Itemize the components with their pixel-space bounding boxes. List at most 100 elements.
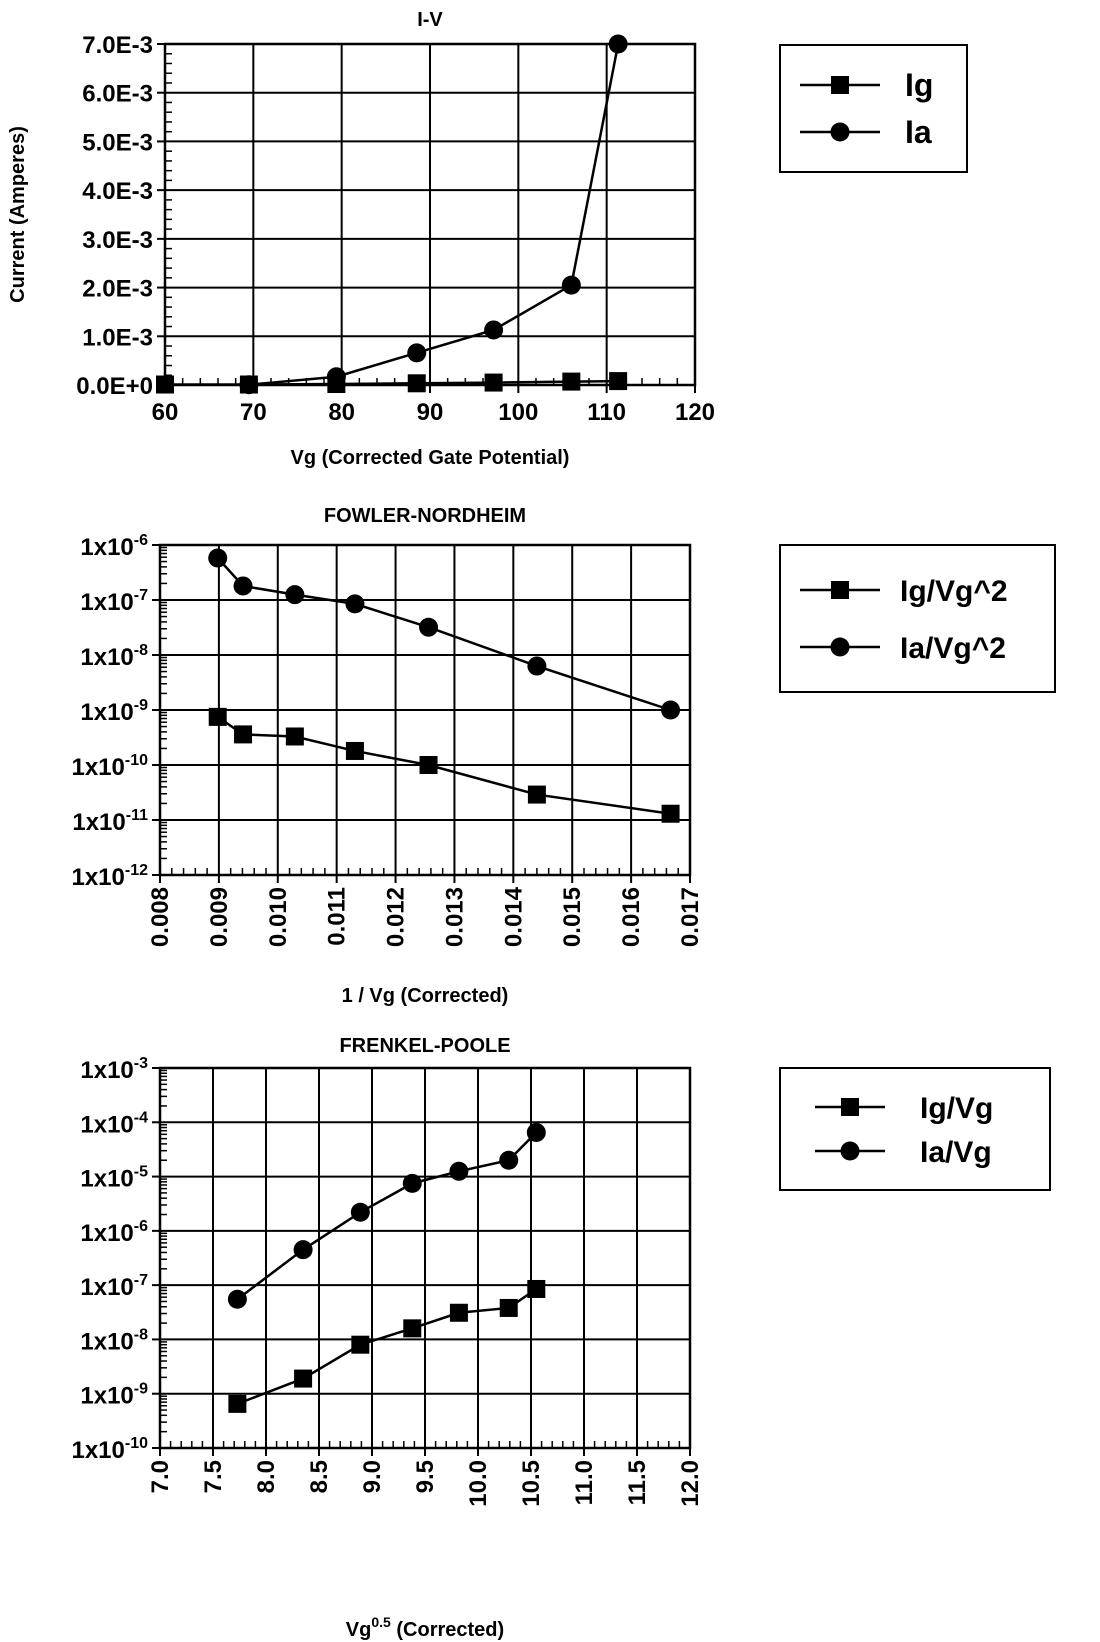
x-tick-labels: 0.008 0.009 0.010 0.011 0.012 0.013 0.014 0.015… xyxy=(147,886,704,947)
grid-lines xyxy=(160,1068,690,1448)
plot-frame xyxy=(163,42,697,387)
x-tick-label: 12.0 xyxy=(677,1460,704,1507)
x-axis-label: Vg0.5 (Corrected) xyxy=(346,1614,504,1641)
data-point-square xyxy=(403,1319,422,1338)
data-point-circle xyxy=(407,343,427,363)
y-tick-labels: 1x10-10 1x10-9 1x10-8 1x10-7 1x10-6 1x10-5 1x1… xyxy=(71,1055,148,1464)
y-tick-label: 1x10-3 xyxy=(80,1055,148,1084)
grid-lines xyxy=(160,545,690,875)
series-Ia/Vg^2 xyxy=(208,548,681,720)
y-tick-label: 1x10-10 xyxy=(71,752,148,781)
y-tick-label: 1x10-12 xyxy=(71,862,148,891)
y-tick-label: 1x10-7 xyxy=(80,1272,148,1301)
data-point-square xyxy=(351,1335,370,1354)
legend-circle-marker xyxy=(840,1141,860,1161)
x-tick-label: 11.0 xyxy=(571,1460,598,1505)
y-tick-label: 7.0E-3 xyxy=(82,32,153,59)
x-tick-label: 0.009 xyxy=(206,887,233,947)
x-tick-label: 0.008 xyxy=(147,887,174,947)
legend: Ig/Vg^2 Ia/Vg^2 xyxy=(779,544,1056,693)
x-tick-label: 8.5 xyxy=(306,1460,333,1493)
data-point-square xyxy=(345,741,364,760)
y-tick-label: 1x10-6 xyxy=(80,532,148,561)
data-point-square xyxy=(294,1369,313,1388)
data-point-circle xyxy=(402,1173,422,1193)
legend-box xyxy=(779,1067,1051,1191)
y-tick-label: 4.0E-3 xyxy=(82,178,153,205)
legend-square-marker xyxy=(831,76,849,94)
plot-frame xyxy=(158,543,692,877)
y-tick-label: 1x10-8 xyxy=(80,1326,148,1355)
chart-2: 0.008 0.009 0.010 0.011 0.012 0.013 0.014 0.015… xyxy=(71,505,1056,1007)
x-tick-label: 100 xyxy=(498,399,538,426)
series-line xyxy=(216,557,671,712)
data-point-circle xyxy=(293,1240,313,1260)
series-line xyxy=(236,1287,538,1406)
y-tick-label: 3.0E-3 xyxy=(82,227,153,254)
y-tick-label: 1x10-5 xyxy=(80,1164,148,1193)
data-point-square xyxy=(285,727,304,746)
legend-label: Ig/Vg xyxy=(920,1092,993,1125)
grid-lines xyxy=(165,44,695,385)
legend-square-marker xyxy=(841,1098,859,1116)
x-tick-label: 7.5 xyxy=(200,1460,227,1493)
x-tick-label: 0.016 xyxy=(618,887,645,947)
legend: Ig Ia xyxy=(779,44,968,173)
y-tick-labels: 0.0E+0 1.0E-3 2.0E-3 3.0E-3 4.0E-3 5.0E-3 6.0E… xyxy=(76,32,153,400)
data-point-square xyxy=(527,1279,546,1298)
data-point-square xyxy=(449,1303,468,1322)
x-tick-label: 70 xyxy=(240,399,267,426)
data-point-circle xyxy=(350,1202,370,1222)
legend-label: Ig/Vg^2 xyxy=(900,575,1008,608)
data-point-circle xyxy=(561,275,581,295)
y-tick-label: 1x10-8 xyxy=(80,642,148,671)
legend-label: Ia/Vg xyxy=(920,1136,992,1169)
data-point-square xyxy=(234,725,253,744)
data-point-square xyxy=(484,373,503,392)
data-point-circle xyxy=(499,1150,519,1170)
y-axis-label: Current (Amperes) xyxy=(7,126,29,303)
legend-label: Ig xyxy=(905,67,933,103)
data-point-circle xyxy=(484,320,504,340)
y-tick-label: 6.0E-3 xyxy=(82,81,153,108)
data-point-square xyxy=(407,374,426,393)
legend-label: Ia xyxy=(905,114,932,150)
data-point-square xyxy=(609,372,628,391)
x-tick-labels: 7.0 7.5 8.0 8.5 9.0 9.5 10.0 10.5 11.0 11.5 12.0 xyxy=(147,1460,704,1507)
x-tick-label: 0.012 xyxy=(383,887,410,947)
x-tick-label: 110 xyxy=(587,399,626,426)
data-point-circle xyxy=(326,367,346,387)
series-Ig xyxy=(156,372,628,394)
legend-circle-marker xyxy=(830,637,850,657)
series-Ig/Vg xyxy=(228,1279,546,1413)
x-tick-label: 8.0 xyxy=(253,1460,280,1493)
x-tick-label: 10.5 xyxy=(518,1460,545,1507)
series-line xyxy=(248,43,620,387)
chart-3: 7.0 7.5 8.0 8.5 9.0 9.5 10.0 10.5 11.0 11.5 12.0 1x… xyxy=(71,1035,1051,1641)
data-point-square xyxy=(419,756,438,774)
y-tick-label: 0.0E+0 xyxy=(76,373,153,400)
data-point-square xyxy=(499,1298,518,1317)
data-point-circle xyxy=(239,375,259,395)
y-tick-label: 5.0E-3 xyxy=(82,129,153,156)
x-tick-label: 0.010 xyxy=(265,887,292,947)
x-tick-label: 10.0 xyxy=(465,1460,492,1507)
data-point-circle xyxy=(526,1122,546,1142)
y-tick-label: 1x10-9 xyxy=(80,697,148,726)
data-point-circle xyxy=(419,617,439,637)
x-axis-label: Vg (Corrected Gate Potential) xyxy=(291,447,570,469)
major-ticks xyxy=(157,43,696,393)
x-tick-label: 0.013 xyxy=(441,887,468,947)
legend-label: Ia/Vg^2 xyxy=(900,632,1006,665)
y-tick-label: 1.0E-3 xyxy=(82,324,153,351)
x-tick-label: 0.017 xyxy=(677,887,704,947)
x-axis-label: 1 / Vg (Corrected) xyxy=(342,985,509,1007)
data-point-circle xyxy=(285,585,305,605)
legend-square-marker xyxy=(831,581,849,599)
x-tick-label: 90 xyxy=(417,399,444,426)
x-tick-label: 7.0 xyxy=(147,1460,174,1493)
data-point-circle xyxy=(661,700,681,720)
y-tick-label: 1x10-10 xyxy=(71,1435,148,1464)
series-Ia xyxy=(239,34,628,395)
y-tick-label: 1x10-7 xyxy=(80,587,148,616)
